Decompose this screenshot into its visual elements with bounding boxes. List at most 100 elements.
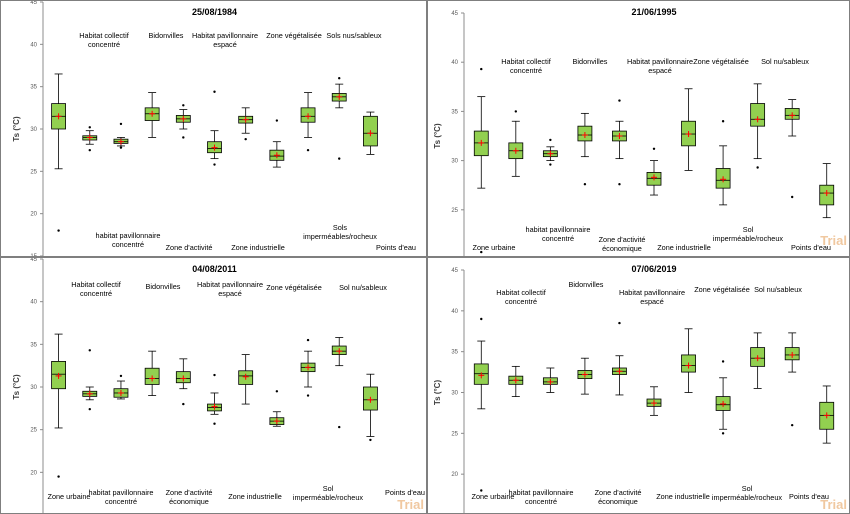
outlier-point: [57, 475, 60, 478]
outlier-point: [275, 390, 279, 393]
category-label: Zone végétalisée: [266, 283, 322, 292]
category-label: Habitat pavillonnaire: [627, 57, 693, 66]
box-plot: [542, 367, 558, 393]
chart-panel-1984: 15 20 25 30 35 40 45 Ts (°C) 25/08/1984 Habitat c…: [0, 0, 427, 257]
outlier-point: [618, 321, 621, 325]
category-label: habitat pavillonnaire: [526, 225, 591, 234]
outlier-point: [88, 407, 91, 411]
box-plot: [331, 337, 347, 429]
y-axis-label: Ts (°C): [433, 123, 442, 149]
chart-title: 25/08/1984: [192, 7, 237, 17]
y-tick-label: 25: [30, 169, 37, 175]
category-label: Points d'eau: [791, 243, 831, 252]
category-label: Habitat pavillonnaire: [619, 288, 685, 297]
box-plot: [300, 92, 316, 152]
category-label: espacé: [218, 289, 242, 298]
box-plot: [113, 374, 129, 400]
outlier-point: [480, 67, 483, 71]
box-plot: [681, 328, 696, 393]
y-tick-label: 25: [451, 208, 458, 214]
box-plot: [175, 358, 191, 406]
outlier-point: [790, 195, 794, 199]
box-plot: [269, 119, 285, 168]
y-tick-label: 20: [451, 472, 458, 478]
outlier-point: [721, 432, 725, 435]
category-label: concentré: [80, 289, 112, 298]
category-label: concentré: [112, 240, 144, 249]
y-tick-label: 35: [451, 350, 458, 356]
category-label: concentré: [505, 297, 537, 306]
outlier-point: [480, 317, 483, 321]
outlier-point: [306, 338, 310, 342]
box-plot: [646, 147, 662, 196]
outlier-point: [213, 373, 216, 377]
category-label: Habitat collectif: [501, 57, 551, 66]
category-label: imperméables/rocheux: [303, 232, 377, 241]
box-plot: [113, 122, 129, 149]
category-label: Zone urbaine: [472, 243, 515, 252]
box-plot: [175, 104, 191, 139]
outlier-point: [721, 360, 725, 363]
box-plot: [207, 90, 222, 166]
category-label: espacé: [648, 66, 672, 75]
outlier-point: [306, 148, 310, 152]
chart-panel-2011: 15 20 25 30 35 40 45 Ts (°C) 04/08/2011 Zone urba…: [0, 257, 427, 514]
outlier-point: [338, 77, 341, 80]
category-label: Zone industrielle: [656, 492, 710, 501]
category-label: concentré: [105, 497, 137, 506]
category-label: économique: [169, 497, 209, 506]
category-label: Points d'eau: [385, 488, 425, 497]
category-label: Sol: [323, 484, 334, 493]
y-tick-label: 40: [30, 300, 37, 306]
box-plot: [82, 126, 98, 152]
watermark: Trial: [820, 233, 847, 248]
outlier-point: [480, 250, 483, 254]
category-label: Points d'eau: [376, 243, 416, 252]
y-tick-label: 45: [30, 1, 37, 6]
box-plot: [681, 88, 696, 171]
box-plot: [207, 373, 222, 425]
outlier-point: [182, 402, 185, 406]
outlier-point: [275, 119, 279, 122]
category-label: Habitat collectif: [496, 288, 546, 297]
box-plot: [577, 357, 593, 395]
outlier-point: [756, 166, 759, 169]
outlier-point: [88, 148, 91, 152]
category-label: Zone urbaine: [47, 492, 90, 501]
category-label: imperméable/rocheux: [713, 234, 784, 243]
y-axis-label: Ts (°C): [12, 374, 21, 400]
box-iqr: [750, 103, 766, 127]
box-plot: [238, 354, 254, 405]
box-plot: [144, 350, 160, 396]
category-label: Sol: [743, 225, 754, 234]
category-label: Habitat pavillonnaire: [192, 31, 258, 40]
category-label: Habitat pavillonnaire: [197, 280, 263, 289]
y-tick-label: 45: [30, 258, 37, 263]
y-tick-label: 45: [451, 11, 458, 17]
watermark: Trial: [397, 497, 424, 512]
category-label: économique: [602, 244, 642, 253]
outlier-point: [213, 163, 216, 166]
outlier-point: [480, 489, 483, 492]
box-plot: [144, 92, 160, 138]
outlier-point: [514, 110, 518, 113]
category-label: Zone végétalisée: [694, 285, 750, 294]
outlier-point: [119, 146, 123, 149]
category-label: habitat pavillonnaire: [509, 488, 574, 497]
y-tick-label: 20: [30, 470, 37, 476]
category-label: Bidonvilles: [149, 31, 184, 40]
category-label: Sols nus/sableux: [326, 31, 382, 40]
chart-title: 07/06/2019: [631, 264, 676, 274]
y-axis-label: Ts (°C): [433, 380, 442, 406]
chart-title: 04/08/2011: [192, 264, 237, 274]
category-label: Zone industrielle: [657, 243, 711, 252]
box-plot: [473, 67, 489, 254]
outlier-point: [182, 136, 185, 139]
box-plot: [612, 99, 627, 186]
box-plot: [508, 365, 524, 397]
category-label: Zone d'activité: [599, 235, 646, 244]
box-plot: [363, 111, 378, 155]
box-plot: [819, 385, 835, 444]
